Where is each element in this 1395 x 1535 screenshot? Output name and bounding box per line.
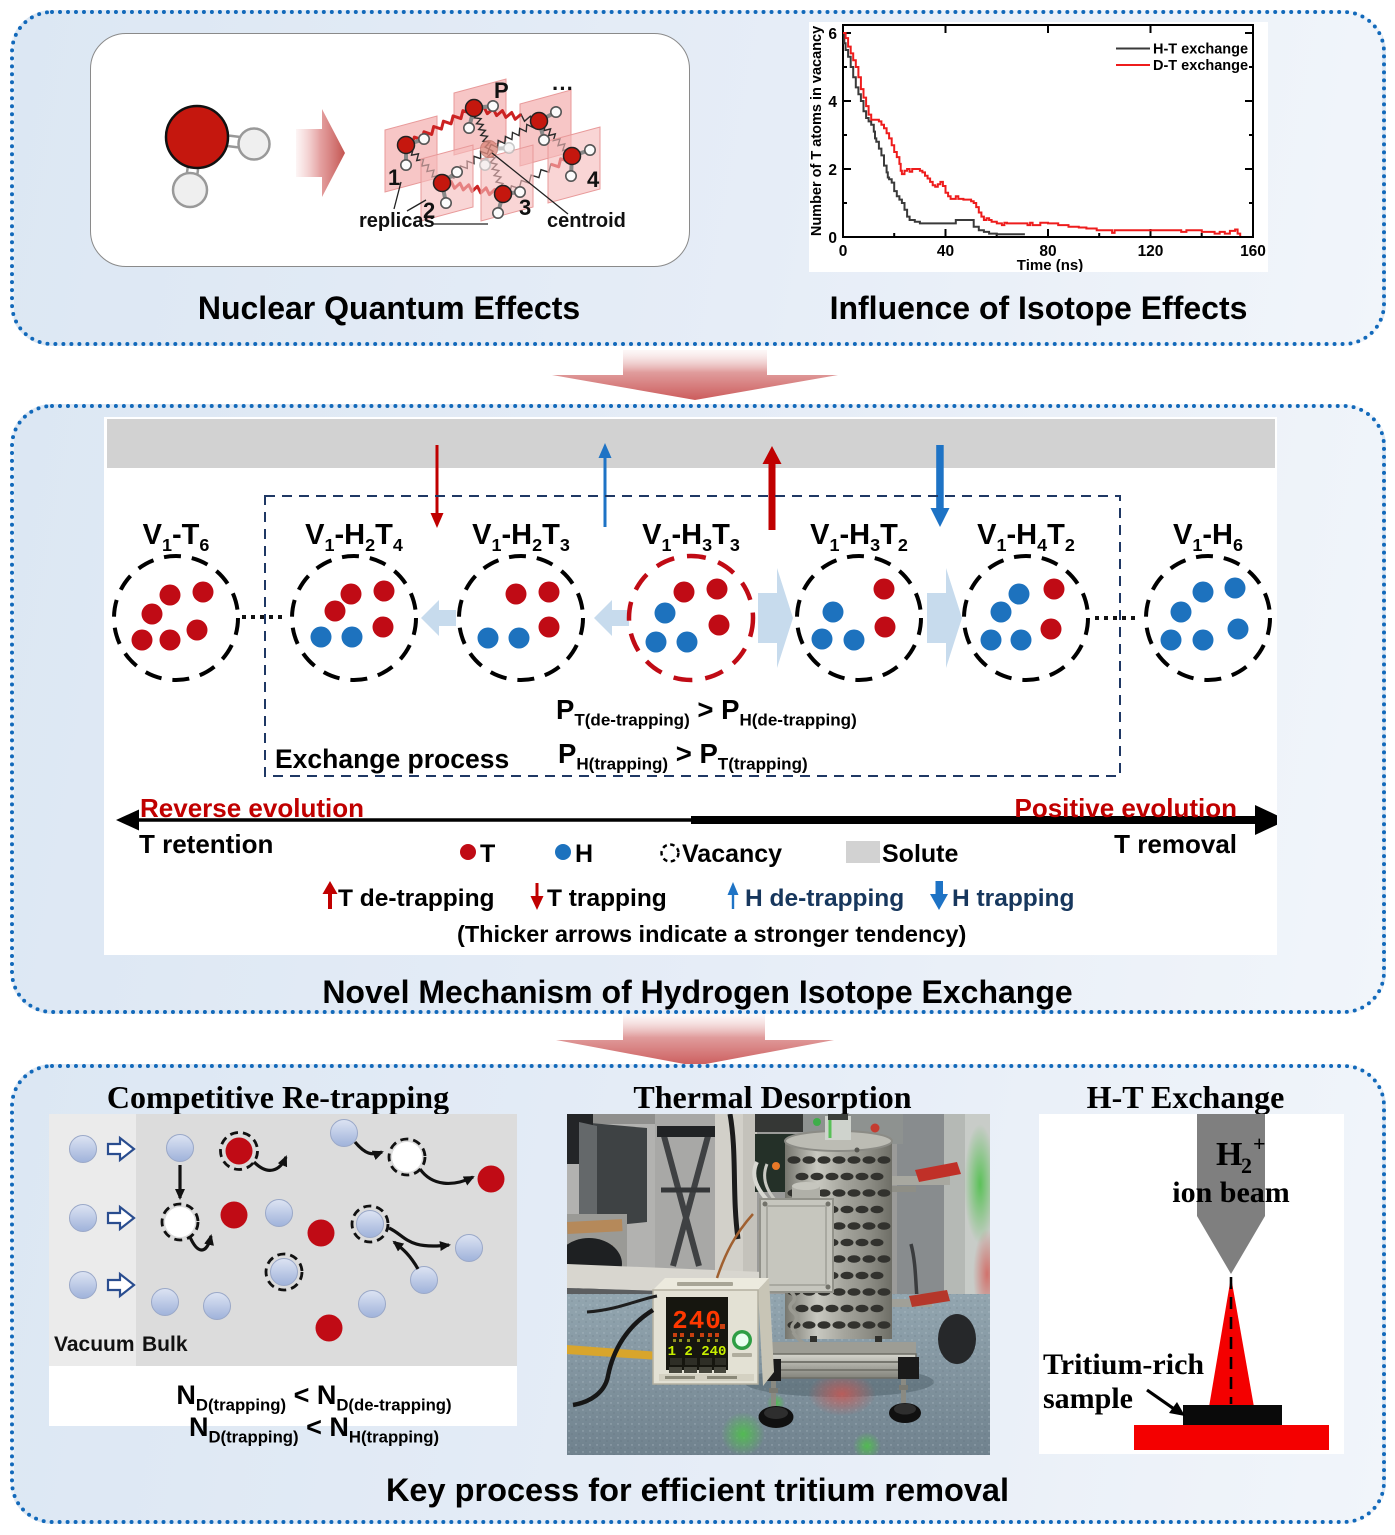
svg-text:ion beam: ion beam xyxy=(1172,1176,1290,1209)
svg-text:···: ··· xyxy=(552,76,574,101)
svg-text:centroid: centroid xyxy=(547,210,626,232)
svg-text:replicas: replicas xyxy=(359,210,435,232)
svg-text:3: 3 xyxy=(519,195,531,220)
svg-text:sample: sample xyxy=(1043,1382,1133,1415)
svg-text:2: 2 xyxy=(828,162,837,179)
svg-text:4: 4 xyxy=(587,167,600,192)
svg-text:0: 0 xyxy=(839,243,848,260)
svg-text:Tritium-rich: Tritium-rich xyxy=(1043,1348,1204,1381)
svg-text:Number of T atoms in vacancy: Number of T atoms in vacancy xyxy=(809,26,825,236)
svg-text:240: 240 xyxy=(672,1306,722,1336)
svg-text:Time (ns): Time (ns) xyxy=(1017,257,1083,272)
svg-text:Vacuum: Vacuum xyxy=(54,1333,135,1356)
svg-text:1: 1 xyxy=(388,165,400,190)
svg-text:H-T exchange: H-T exchange xyxy=(1153,42,1248,58)
svg-text:0: 0 xyxy=(828,230,837,247)
svg-text:6: 6 xyxy=(828,26,837,43)
svg-text:80: 80 xyxy=(1039,243,1056,260)
svg-text:40: 40 xyxy=(937,243,954,260)
svg-text:1 2 240: 1 2 240 xyxy=(668,1344,727,1360)
svg-text:4: 4 xyxy=(828,94,837,111)
svg-text:Bulk: Bulk xyxy=(142,1333,188,1356)
svg-text:2: 2 xyxy=(1241,1153,1252,1178)
svg-text:2: 2 xyxy=(423,198,435,223)
svg-text:H: H xyxy=(1216,1136,1242,1173)
svg-text:120: 120 xyxy=(1138,243,1164,260)
svg-text:P: P xyxy=(494,78,509,103)
svg-text:+: + xyxy=(1253,1131,1266,1156)
svg-text:D-T exchange: D-T exchange xyxy=(1153,58,1248,74)
svg-text:160: 160 xyxy=(1240,243,1266,260)
